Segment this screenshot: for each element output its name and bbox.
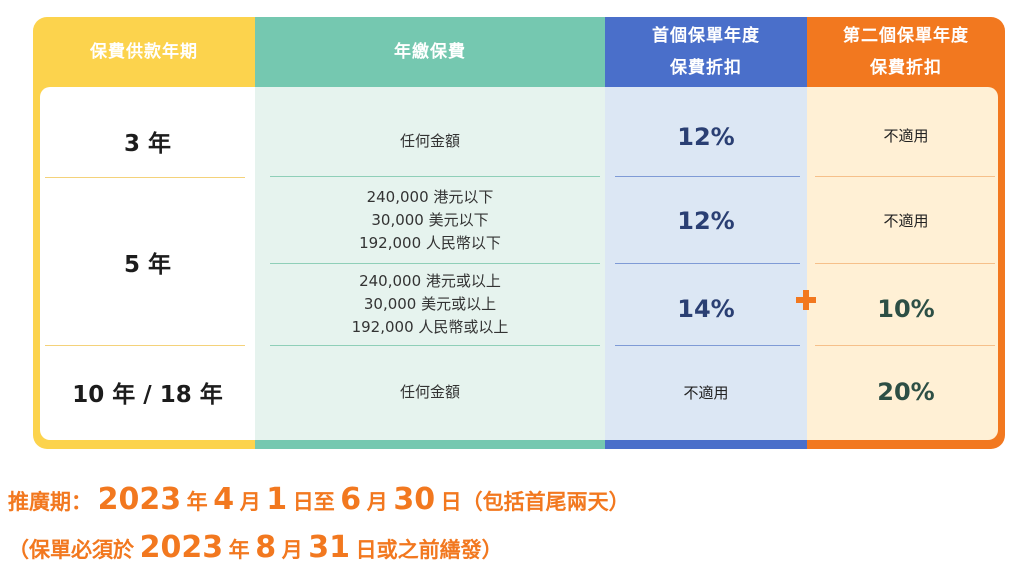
header-first-year: 首個保單年度 保費折扣 [605, 17, 807, 87]
divider [615, 263, 800, 264]
header-annual-premium: 年繳保費 [255, 17, 605, 87]
amount-5y-above-hkd: 240,000 港元或以上 [359, 270, 501, 293]
second-year-discount-5y-above: 10% [807, 268, 1005, 349]
amount-5y-below-usd: 30,000 美元以下 [371, 209, 488, 232]
header-term: 保費供款年期 [33, 17, 255, 87]
term-5-years: 5 年 [40, 178, 255, 345]
divider [615, 176, 800, 177]
deadline-year-unit: 年 [229, 538, 250, 562]
promo-to: 日至 [293, 490, 335, 514]
divider [815, 263, 995, 264]
promo-start-day: 1 [266, 482, 287, 517]
deadline-label: （保單必須於 [8, 538, 134, 562]
second-year-discount-3y: 不適用 [807, 105, 1005, 165]
term-10-18-years: 10 年 / 18 年 [40, 346, 255, 438]
amount-any-10y: 任何金額 [255, 346, 605, 438]
divider [815, 176, 995, 177]
first-year-discount-5y-below: 12% [605, 178, 807, 263]
promo-end-month: 6 [340, 482, 361, 517]
first-year-discount-5y-above: 14% [605, 268, 807, 349]
amount-5y-below-rmb: 192,000 人民幣以下 [359, 232, 501, 255]
plus-icon [796, 290, 816, 310]
promo-year: 2023 [98, 482, 182, 517]
amount-5y-below-hkd: 240,000 港元以下 [367, 186, 494, 209]
deadline-note: 日或之前繕發） [356, 538, 503, 562]
promo-start-month: 4 [213, 482, 234, 517]
amount-5y-below: 240,000 港元以下 30,000 美元以下 192,000 人民幣以下 [255, 178, 605, 263]
policy-issue-deadline: （保單必須於 2023 年 8 月 31 日或之前繕發） [8, 530, 503, 565]
promo-label: 推廣期： [8, 490, 92, 514]
amount-5y-above-usd: 30,000 美元或以上 [364, 293, 496, 316]
deadline-day: 31 [308, 530, 350, 565]
header-first-year-line2: 保費折扣 [670, 52, 742, 84]
promo-end-day: 30 [393, 482, 435, 517]
amount-5y-above: 240,000 港元或以上 30,000 美元或以上 192,000 人民幣或以… [255, 264, 605, 345]
promo-month-unit: 月 [367, 490, 388, 514]
header-first-year-line1: 首個保單年度 [652, 20, 760, 52]
promo-year-unit: 年 [187, 490, 208, 514]
first-year-discount-10y: 不適用 [605, 346, 807, 438]
term-3-years: 3 年 [40, 105, 255, 177]
second-year-discount-10y: 20% [807, 346, 1005, 438]
header-second-year: 第二個保單年度 保費折扣 [807, 17, 1005, 87]
first-year-discount-3y: 12% [605, 105, 807, 169]
amount-5y-above-rmb: 192,000 人民幣或以上 [352, 316, 509, 339]
deadline-year: 2023 [140, 530, 224, 565]
second-year-discount-5y-below: 不適用 [807, 178, 1005, 263]
header-second-year-line1: 第二個保單年度 [843, 20, 969, 52]
deadline-month: 8 [255, 530, 276, 565]
promo-period: 推廣期： 2023 年 4 月 1 日至 6 月 30 日（包括首尾兩天） [8, 482, 630, 517]
deadline-month-unit: 月 [282, 538, 303, 562]
header-second-year-line2: 保費折扣 [870, 52, 942, 84]
header-term-label: 保費供款年期 [90, 36, 198, 68]
header-annual-premium-label: 年繳保費 [394, 36, 466, 68]
promo-month-unit: 月 [240, 490, 261, 514]
promo-inclusive-note: 日（包括首尾兩天） [441, 490, 630, 514]
amount-any: 任何金額 [255, 105, 605, 177]
